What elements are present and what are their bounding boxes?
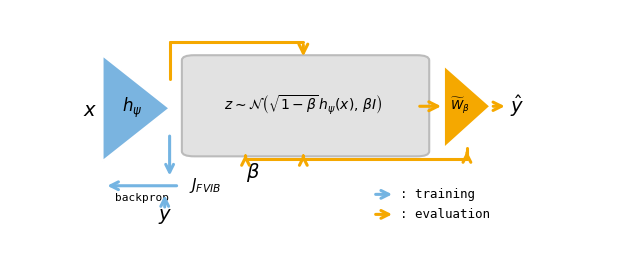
- Text: $z \sim \mathcal{N}\left(\sqrt{1-\beta}\,h_{\psi}(x),\,\beta I\right)$: $z \sim \mathcal{N}\left(\sqrt{1-\beta}\…: [224, 94, 383, 117]
- Text: $\hat{y}$: $\hat{y}$: [510, 93, 525, 119]
- Polygon shape: [444, 65, 490, 148]
- Text: : training: : training: [400, 188, 475, 201]
- Text: $x$: $x$: [83, 102, 97, 120]
- Text: $\widetilde{W}_{\beta}$: $\widetilde{W}_{\beta}$: [450, 96, 470, 116]
- Text: $J_{FVIB}$: $J_{FVIB}$: [189, 176, 221, 195]
- Text: $y$: $y$: [157, 207, 172, 226]
- Text: $h_{\psi}$: $h_{\psi}$: [122, 96, 142, 120]
- FancyBboxPatch shape: [182, 55, 429, 156]
- Text: backprop: backprop: [114, 193, 169, 203]
- Polygon shape: [102, 55, 169, 161]
- Text: : evaluation: : evaluation: [400, 208, 490, 221]
- Text: $\beta$: $\beta$: [246, 161, 260, 184]
